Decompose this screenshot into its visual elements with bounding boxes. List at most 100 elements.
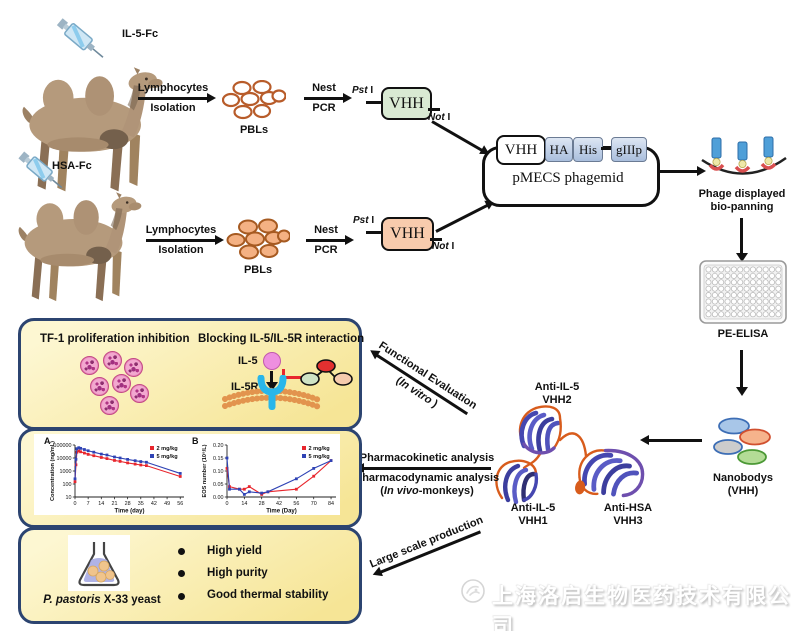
tf1-cell bbox=[124, 358, 143, 377]
arrow-nest-pcr-1: Nest PCR bbox=[304, 82, 352, 114]
arrow-phagemid-to-panning bbox=[658, 166, 706, 176]
pbl-cells-1 bbox=[222, 80, 286, 120]
pbl-cells-2 bbox=[226, 218, 290, 260]
svg-text:56: 56 bbox=[177, 501, 183, 507]
svg-text:1000: 1000 bbox=[60, 469, 72, 475]
syringe-icon bbox=[18, 151, 63, 189]
cassette-vhh: VHH bbox=[496, 135, 546, 165]
tf1-cell bbox=[80, 356, 99, 375]
inhibition-line bbox=[284, 375, 312, 379]
il5-molecule bbox=[263, 352, 281, 370]
svg-text:49: 49 bbox=[164, 501, 170, 507]
svg-text:Time (Day): Time (Day) bbox=[266, 509, 297, 515]
cassette-g3p: gIIIp bbox=[611, 137, 647, 162]
svg-text:Time (day): Time (day) bbox=[115, 509, 145, 515]
svg-text:100: 100 bbox=[63, 482, 72, 488]
svg-text:14: 14 bbox=[98, 501, 104, 507]
tf1-cell bbox=[130, 384, 149, 403]
svg-text:42: 42 bbox=[151, 501, 157, 507]
arrow-to-phagemid-top bbox=[430, 118, 484, 153]
enzyme-noti-2: Not I bbox=[432, 241, 455, 252]
il5-label: IL-5 bbox=[238, 355, 258, 367]
vhh-genebox-il5: VHH bbox=[381, 87, 432, 120]
nanobodies-label: Nanobodys (VHH) bbox=[713, 472, 773, 497]
arrow-panning-to-elisa bbox=[735, 218, 748, 262]
panel-a-letter: A bbox=[44, 436, 51, 446]
svg-text:7: 7 bbox=[87, 501, 90, 507]
antigen-label-hsafc: HSA-Fc bbox=[52, 160, 92, 172]
camel-image bbox=[18, 192, 142, 302]
vhh-genebox-hsa: VHH bbox=[381, 217, 434, 251]
tf1-cell bbox=[100, 396, 119, 415]
svg-text:Concentration (ng/mL): Concentration (ng/mL) bbox=[50, 441, 56, 501]
svg-text:56: 56 bbox=[293, 501, 299, 507]
flask-icon bbox=[78, 542, 120, 587]
arrow-nanobodies-to-structures bbox=[640, 435, 702, 445]
enzyme-noti-1: Not I bbox=[428, 112, 451, 123]
enzyme-psti-1: Pst I bbox=[352, 85, 374, 96]
blocking-title: Blocking IL-5/IL-5R interaction bbox=[198, 333, 365, 345]
svg-text:14: 14 bbox=[241, 501, 247, 507]
nanobody-ellipses bbox=[713, 417, 771, 465]
svg-text:21: 21 bbox=[111, 501, 117, 507]
svg-text:28: 28 bbox=[259, 501, 265, 507]
tf1-cell bbox=[112, 374, 131, 393]
phage-icons bbox=[708, 136, 777, 173]
connector-line bbox=[430, 238, 442, 241]
phagemid-label: pMECS phagemid bbox=[512, 170, 624, 186]
biopanning-dish bbox=[701, 136, 787, 175]
pbls-label-1: PBLs bbox=[239, 124, 269, 136]
svg-text:0: 0 bbox=[74, 501, 77, 507]
pk-chart: 10 100 1000 10000 100000 0 7 14 21 28 35 42 49 56 Time… bbox=[50, 441, 184, 515]
company-logo-icon bbox=[461, 579, 485, 603]
tf1-cell bbox=[90, 377, 109, 396]
svg-text:0.10: 0.10 bbox=[213, 469, 224, 475]
svg-text:0.15: 0.15 bbox=[213, 456, 224, 462]
svg-text:0.20: 0.20 bbox=[213, 443, 224, 449]
arrow-il5-to-receptor bbox=[266, 371, 277, 391]
production-bullets: High yield High purity Good thermal stab… bbox=[178, 545, 328, 603]
in-vivo-label: (In vivo-monkeys) bbox=[380, 484, 474, 497]
svg-text:84: 84 bbox=[328, 501, 334, 507]
antigen-label-il5fc: IL-5-Fc bbox=[122, 28, 159, 40]
panning-label: Phage displayed bio-panning bbox=[698, 188, 786, 213]
arrow-functional-evaluation: Functional Evaluation (In vitro ) bbox=[368, 340, 479, 427]
connector-line bbox=[366, 101, 382, 104]
enzyme-psti-2: Pst I bbox=[353, 215, 375, 226]
svg-text:5 mg/kg: 5 mg/kg bbox=[309, 454, 331, 460]
arrow-lymphocyte-isolation-1: Lymphocytes Isolation bbox=[137, 82, 216, 114]
svg-text:5 mg/kg: 5 mg/kg bbox=[157, 454, 179, 460]
svg-text:100000: 100000 bbox=[54, 443, 72, 449]
svg-text:42: 42 bbox=[276, 501, 282, 507]
company-watermark: 上海洛启生物医药技术有限公司 bbox=[492, 585, 791, 631]
panel-b-letter: B bbox=[192, 436, 199, 446]
svg-text:2 mg/kg: 2 mg/kg bbox=[309, 446, 331, 452]
connector-line bbox=[366, 231, 382, 234]
tf1-cell bbox=[103, 351, 122, 370]
structure-label-vhh1: Anti-IL-5 VHH1 bbox=[510, 502, 556, 527]
il5r-receptor bbox=[257, 375, 287, 410]
yeast-caption: P. pastoris X-33 yeast bbox=[43, 594, 161, 606]
camel-image bbox=[22, 67, 163, 192]
svg-text:10000: 10000 bbox=[57, 456, 72, 462]
structure-label-vhh3: Anti-HSA VHH3 bbox=[603, 502, 653, 527]
nanobody-schematic bbox=[300, 359, 353, 386]
svg-text:0: 0 bbox=[226, 501, 229, 507]
structure-label-vhh2: Anti-IL-5 VHH2 bbox=[534, 381, 580, 406]
svg-text:EOS number (10⁹/L): EOS number (10⁹/L) bbox=[202, 444, 208, 497]
arrow-elisa-to-nanobodies bbox=[735, 350, 748, 396]
svg-text:70: 70 bbox=[311, 501, 317, 507]
elisa-label: PE-ELISA bbox=[717, 328, 769, 340]
ribbon-structures bbox=[495, 405, 645, 505]
syringe-icon bbox=[56, 18, 104, 58]
arrow-nest-pcr-2: Nest PCR bbox=[306, 224, 354, 256]
svg-text:35: 35 bbox=[138, 501, 144, 507]
svg-text:28: 28 bbox=[125, 501, 131, 507]
connector-line bbox=[428, 108, 440, 111]
svg-text:2 mg/kg: 2 mg/kg bbox=[157, 446, 179, 452]
pd-chart: 0.00 0.05 0.10 0.15 0.20 0 14 28 42 56 70 84 Time (D… bbox=[202, 443, 336, 515]
elisa-plate bbox=[699, 260, 787, 324]
arrow-pk-pd: Pharmacokinetic analysis Pharmacodynamic… bbox=[354, 452, 500, 497]
svg-text:10: 10 bbox=[66, 495, 72, 501]
